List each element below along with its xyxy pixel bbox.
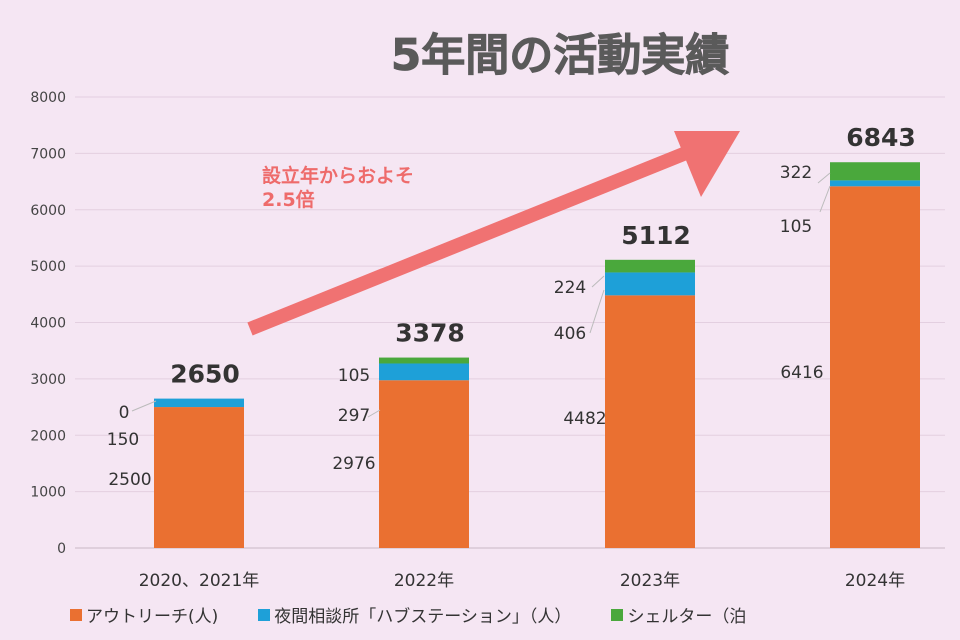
annotation-line-2: 2.5倍 [262,188,315,211]
arrow-head [674,131,740,197]
y-tick-label: 1000 [30,485,66,501]
bar-shelter [379,357,469,364]
x-tick-label: 2020、2021年 [139,571,260,591]
x-tick-label: 2022年 [394,571,454,591]
y-tick-label: 0 [57,541,66,557]
bars [154,162,920,548]
bar-outreach [379,380,469,548]
legend-swatch-outreach [70,608,82,621]
legend-swatch-hub-station [258,608,271,621]
data-label-shelter: 224 [554,278,586,298]
bar-hub-station [379,363,469,381]
data-label-hub-station: 150 [107,430,139,450]
annotation-line-1: 設立年からおよそ [262,164,414,187]
bar-hub-station [154,398,244,408]
data-label-outreach: 2500 [108,470,151,490]
y-tick-label: 2000 [30,428,66,444]
chart-title: 5年間の活動実績 [391,30,730,81]
data-label-hub-station: 105 [780,217,812,237]
x-tick-label: 2023年 [620,571,680,591]
legend: アウトリーチ(人) 夜間相談所「ハブステーション」（人） シェルター（泊 [70,602,950,627]
bar-outreach [830,186,920,548]
legend-item-hub-station: 夜間相談所「ハブステーション」（人） [258,602,571,627]
legend-label-outreach: アウトリーチ(人) [86,607,219,627]
data-label-outreach: 6416 [780,363,823,383]
total-label: 6843 [846,123,916,152]
x-axis-ticks: 2020、2021年 2022年 2023年 2024年 [139,571,905,591]
leader-line [591,275,605,288]
y-tick-label: 4000 [30,316,66,332]
leader-line [589,289,605,334]
bar-hub-station [605,272,695,296]
data-label-shelter: 0 [119,403,130,423]
bar-shelter [830,162,920,181]
y-tick-label: 6000 [30,203,66,219]
y-tick-label: 7000 [30,146,66,162]
y-tick-label: 8000 [30,90,66,106]
leader-line [817,172,831,184]
total-label: 3378 [395,319,465,348]
legend-label-shelter: シェルター（泊 [627,607,747,627]
y-tick-label: 3000 [30,372,66,388]
bar-shelter [605,259,695,273]
total-label: 5112 [621,221,691,250]
y-axis-ticks: 0 1000 2000 3000 4000 5000 6000 7000 8000 [30,90,66,557]
bar-hub-station [830,180,920,187]
leader-line [131,400,157,412]
data-labels: 2500 150 0 2650 2976 297 105 3378 4482 406 224 5112… [107,123,916,490]
y-tick-label: 5000 [30,259,66,275]
bar-outreach [154,407,244,548]
x-tick-label: 2024年 [845,571,905,591]
data-label-shelter: 105 [338,366,370,386]
total-label: 2650 [170,360,240,389]
data-label-outreach: 2976 [332,454,375,474]
data-label-hub-station: 406 [554,324,586,344]
legend-item-outreach: アウトリーチ(人) [70,602,218,627]
arrow-shaft [247,146,689,336]
growth-arrow [247,131,740,336]
data-label-outreach: 4482 [563,409,606,429]
legend-swatch-shelter [611,608,624,621]
leader-line [819,185,831,213]
leader-line [367,409,381,418]
data-label-hub-station: 297 [338,406,370,426]
legend-label-hub-station: 夜間相談所「ハブステーション」（人） [274,607,572,627]
legend-item-shelter: シェルター（泊 [611,602,746,627]
bar-outreach [605,295,695,548]
data-label-shelter: 322 [780,163,812,183]
